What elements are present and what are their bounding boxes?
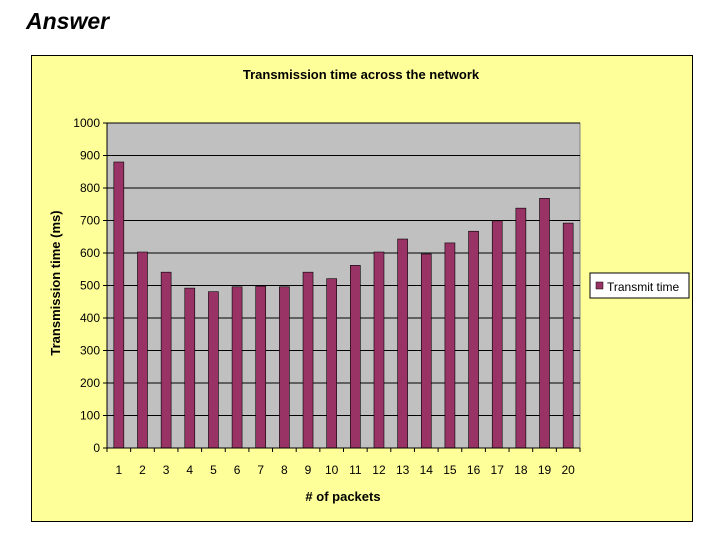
chart-title: Transmission time across the network — [243, 67, 480, 82]
bars — [113, 161, 574, 449]
legend: Transmit time — [589, 272, 690, 299]
bar — [350, 265, 361, 449]
bar — [160, 271, 172, 449]
x-tick-label: 11 — [349, 463, 362, 477]
x-tick-label: 1 — [115, 463, 122, 477]
bar — [515, 207, 527, 449]
x-axis-ticks: 1 2 3 4 5 6 7 8 9 10 11 12 13 14 15 16 17 18 19 20 — [106, 448, 581, 477]
bar — [302, 271, 314, 449]
x-tick-label: 4 — [186, 463, 193, 477]
bar — [397, 238, 408, 449]
bar — [326, 278, 337, 449]
bar — [373, 251, 385, 449]
x-tick-label: 19 — [538, 463, 552, 477]
y-tick-label: 700 — [80, 214, 100, 228]
y-axis-label: Transmission time (ms) — [48, 210, 63, 355]
y-tick-label: 100 — [80, 409, 100, 423]
x-tick-label: 6 — [234, 463, 241, 477]
x-tick-label: 15 — [443, 463, 457, 477]
y-tick-label: 300 — [80, 344, 100, 358]
bar — [208, 291, 219, 449]
y-axis-ticks: 0 100 200 300 400 500 600 700 800 900 1000 — [73, 116, 107, 455]
y-tick-label: 200 — [80, 376, 100, 390]
y-tick-label: 800 — [80, 181, 100, 195]
bar — [539, 198, 550, 449]
slide-title: Answer — [26, 8, 110, 34]
bar — [137, 251, 148, 449]
x-tick-label: 14 — [420, 463, 434, 477]
bar — [444, 242, 456, 449]
bar — [279, 286, 290, 449]
y-tick-label: 500 — [80, 279, 100, 293]
y-tick-label: 600 — [80, 246, 100, 260]
legend-label: Transmit time — [607, 280, 680, 294]
bar — [420, 253, 432, 449]
x-tick-label: 16 — [467, 463, 481, 477]
x-tick-label: 13 — [396, 463, 410, 477]
y-tick-label: 1000 — [73, 116, 100, 130]
x-tick-label: 9 — [305, 463, 312, 477]
x-tick-label: 8 — [281, 463, 288, 477]
x-tick-label: 17 — [491, 463, 505, 477]
x-tick-label: 5 — [210, 463, 217, 477]
legend-swatch — [595, 281, 604, 290]
bar — [562, 222, 574, 449]
x-axis-label: # of packets — [305, 489, 380, 504]
legend-box — [589, 272, 690, 299]
x-tick-label: 7 — [257, 463, 264, 477]
x-tick-label: 3 — [163, 463, 170, 477]
x-tick-label: 10 — [325, 463, 339, 477]
bar — [255, 285, 267, 449]
bar — [184, 287, 196, 449]
bar — [491, 220, 503, 449]
x-tick-label: 12 — [372, 463, 386, 477]
bar — [231, 286, 243, 449]
bar — [468, 230, 479, 449]
x-tick-label: 18 — [514, 463, 528, 477]
x-tick-label: 2 — [139, 463, 146, 477]
y-tick-label: 900 — [80, 149, 100, 163]
bar — [113, 161, 125, 449]
y-tick-label: 0 — [93, 441, 100, 455]
y-tick-label: 400 — [80, 311, 100, 325]
x-tick-label: 20 — [561, 463, 575, 477]
